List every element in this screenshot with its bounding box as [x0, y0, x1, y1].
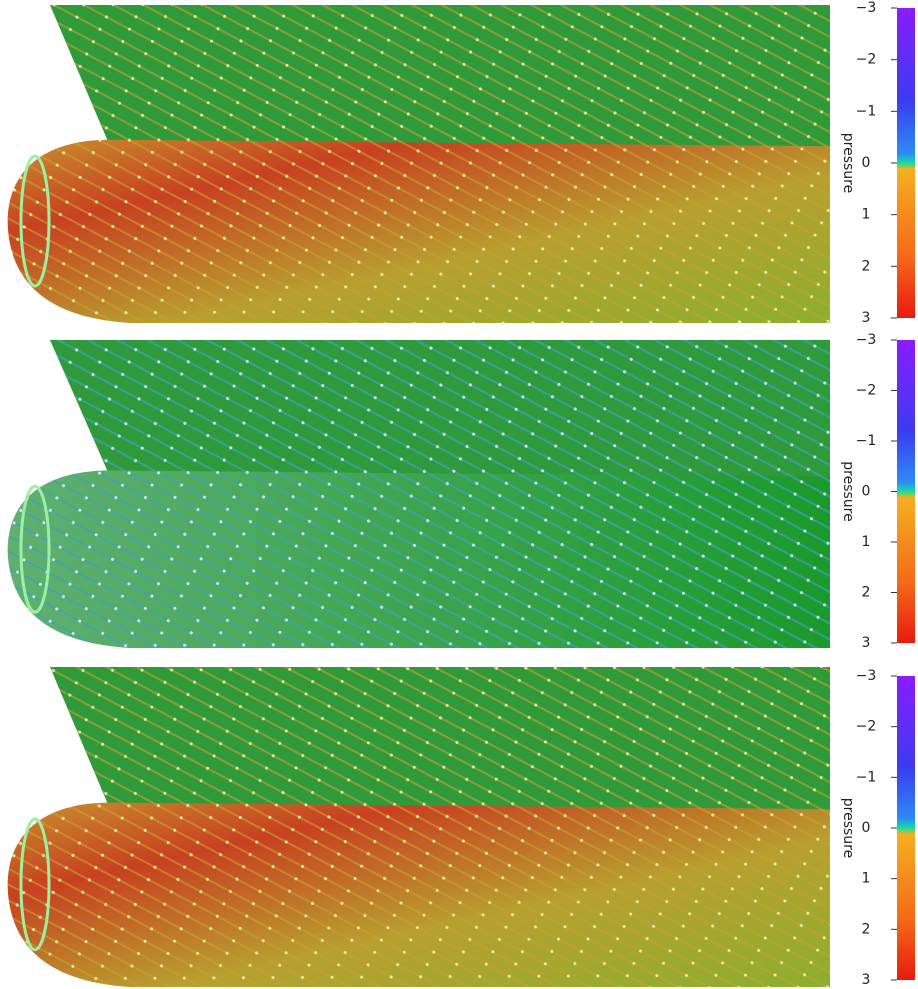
tick-label: 2: [862, 921, 871, 937]
colorbar-label: pressure: [840, 133, 856, 193]
colorbar-label: pressure: [840, 798, 856, 858]
tick-label: 0: [862, 155, 871, 171]
panel: −3 −2 −1 0 1 2 3 pressure: [8, 0, 915, 326]
tick-label: 1: [862, 534, 871, 550]
upper-hatch: [50, 340, 830, 493]
colorbar: [897, 676, 915, 980]
tick-label: 1: [862, 207, 871, 223]
tick-label: 0: [862, 820, 871, 836]
upper-hatch: [50, 667, 830, 826]
tick-label: −2: [856, 52, 877, 68]
colorbar: [897, 340, 915, 643]
tick-label: −3: [856, 668, 877, 684]
panel: −3 −2 −1 0 1 2 3 pressure: [8, 667, 915, 988]
tick-label: 1: [862, 871, 871, 887]
colorbar-label: pressure: [840, 461, 856, 521]
panel: −3 −2 −1 0 1 2 3 pressure: [8, 332, 915, 651]
bulb-hatch: [8, 140, 830, 323]
bulb-hatch: [8, 470, 830, 648]
tick-label: 3: [862, 635, 871, 651]
tick-label: −3: [856, 0, 877, 16]
tick-label: −1: [856, 103, 877, 119]
tick-label: 2: [862, 258, 871, 274]
upper-hatch: [50, 5, 830, 163]
figure: −3 −2 −1 0 1 2 3 pressure −3 −2 −1 0 1 2 3 pressure −3 −2…: [0, 0, 918, 989]
tick-label: 3: [862, 310, 871, 326]
colorbar: [897, 8, 915, 318]
tick-label: −2: [856, 383, 877, 399]
tick-label: −1: [856, 769, 877, 785]
tick-label: −1: [856, 433, 877, 449]
tick-label: 2: [862, 585, 871, 601]
tick-label: 0: [862, 484, 871, 500]
tick-label: −3: [856, 332, 877, 348]
bulb-hatch: [8, 803, 830, 987]
tick-label: −2: [856, 719, 877, 735]
tick-label: 3: [862, 972, 871, 988]
